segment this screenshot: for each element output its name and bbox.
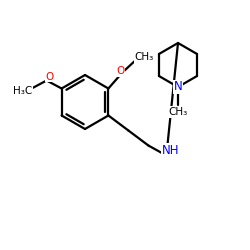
Text: H₃C: H₃C [13,86,32,96]
Text: O: O [116,66,124,76]
Text: NH: NH [162,144,179,157]
Text: N: N [174,80,182,94]
Text: CH₃: CH₃ [168,107,188,117]
Text: CH₃: CH₃ [135,52,154,62]
Text: O: O [46,72,54,82]
